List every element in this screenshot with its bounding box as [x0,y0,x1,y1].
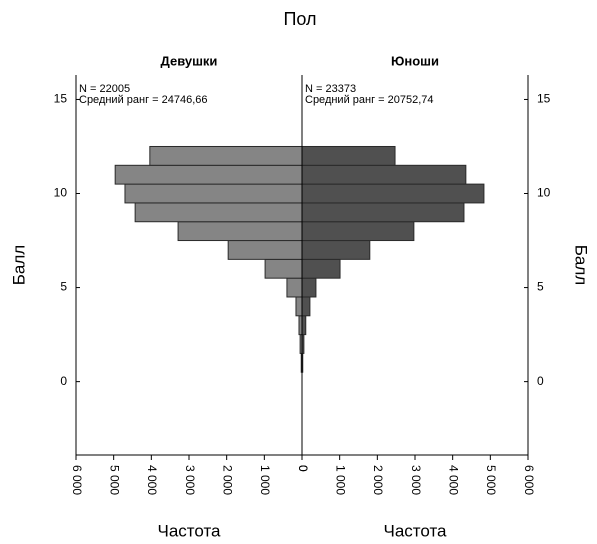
x-tick-label: 3 000 [183,465,197,495]
bar [301,258,341,279]
bar [301,202,465,223]
x-tick-label: 6 000 [70,465,84,495]
x-tick-label: 0 [296,465,310,472]
bar [134,202,303,223]
bar [295,296,303,317]
y-tick-label: 15 [537,92,551,106]
annotation: Средний ранг = 24746,66 [79,94,208,106]
y-tick-label: 10 [537,186,551,200]
x-tick-label: 5 000 [484,465,498,495]
y-tick-label: 5 [537,280,544,294]
chart-title: Пол [283,9,316,29]
annotation: N = 23373 [305,83,356,95]
bar [301,240,371,260]
bar [264,258,303,279]
x-axis-label: Частота [383,521,447,540]
bar [124,183,303,204]
bar [286,277,303,298]
panel-title: Девушки [161,53,218,68]
x-tick-label: 4 000 [145,465,159,495]
x-tick-label: 1 000 [258,465,272,495]
y-tick-label: 0 [537,374,544,388]
bar [301,277,317,298]
bar [301,315,307,336]
bar [149,145,303,166]
x-tick-label: 5 000 [107,465,121,495]
y-axis-label: Балл [9,245,28,285]
x-axis-label: Частота [157,521,221,540]
bar [177,221,303,242]
bar [114,164,303,185]
x-tick-label: 6 000 [522,465,536,495]
y-axis-label: Балл [572,245,591,285]
annotation: Средний ранг = 20752,74 [305,94,434,106]
x-tick-label: 3 000 [409,465,423,495]
x-tick-label: 1 000 [333,465,347,495]
bar [227,240,303,260]
y-tick-label: 0 [60,374,67,388]
panel-title: Юноши [391,53,439,68]
bar [301,221,415,242]
annotation: N = 22005 [79,83,130,95]
y-tick-label: 10 [54,186,68,200]
x-tick-label: 4 000 [446,465,460,495]
bar [301,296,311,317]
y-tick-label: 15 [54,92,68,106]
bar [301,183,485,204]
bar [301,164,467,185]
x-tick-label: 2 000 [220,465,234,495]
x-tick-label: 0 [296,465,310,472]
y-tick-label: 5 [60,280,67,294]
x-tick-label: 2 000 [371,465,385,495]
bar [301,145,396,166]
